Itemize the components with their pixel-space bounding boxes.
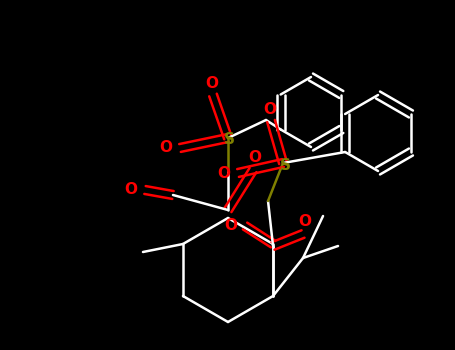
Text: O: O — [206, 76, 218, 91]
Text: O: O — [298, 215, 312, 230]
Text: S: S — [279, 158, 291, 173]
Text: O: O — [248, 150, 262, 166]
Text: O: O — [224, 218, 238, 233]
Text: O: O — [263, 102, 277, 117]
Text: O: O — [160, 140, 172, 155]
Text: O: O — [217, 166, 231, 181]
Text: O: O — [125, 182, 137, 197]
Text: S: S — [223, 132, 234, 147]
